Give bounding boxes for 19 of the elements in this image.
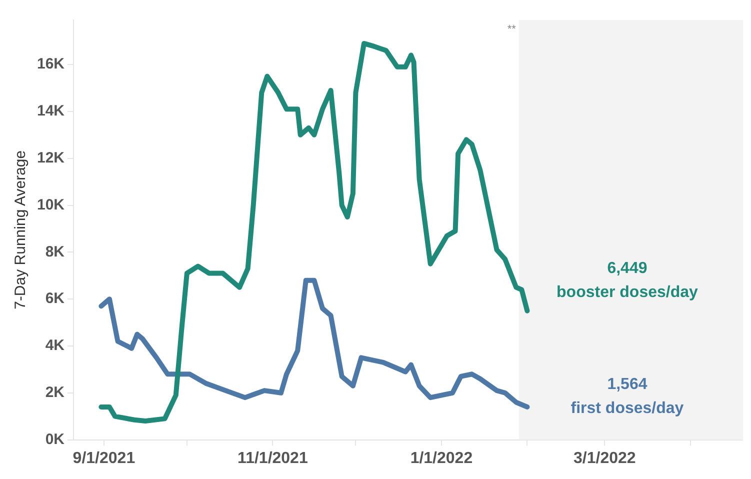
x-tick-label: 1/1/2022 [410, 450, 473, 467]
y-axis-title: 7-Day Running Average [12, 150, 30, 310]
y-tick-label: 6K [45, 290, 65, 308]
x-tick-label: 3/1/2022 [574, 450, 636, 467]
text: first doses/day [570, 400, 684, 417]
y-tick-label: 2K [45, 384, 65, 402]
series-label: booster doses/day [556, 284, 698, 301]
y-tick-label: 16K [36, 56, 65, 73]
y-tick-label: 12K [36, 150, 65, 167]
y-tick-label: 0K [45, 430, 65, 448]
y-tick-label: 14K [36, 102, 65, 120]
annotation: 6,449 [607, 260, 648, 277]
y-tick-label: 8K [45, 243, 65, 260]
band-label: ** [507, 24, 517, 36]
y-tick-label: 10K [36, 196, 65, 214]
annotation: 1,564 [607, 376, 648, 393]
x-tick-label: 11/1/2021 [238, 450, 308, 467]
y-tick-label: 4K [45, 337, 65, 354]
x-tick-label: 9/1/2021 [72, 450, 136, 467]
